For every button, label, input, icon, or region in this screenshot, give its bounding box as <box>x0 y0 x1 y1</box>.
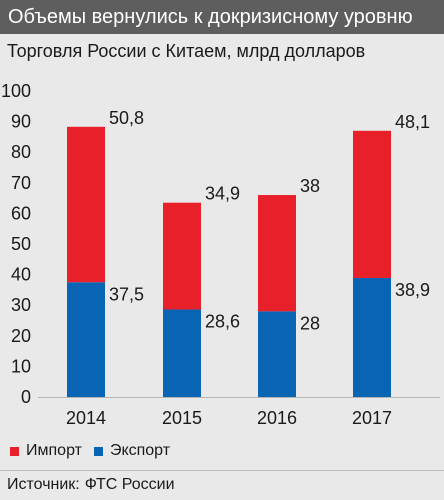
legend-item-import: Импорт <box>10 442 82 460</box>
data-label-export: 28,6 <box>205 311 240 331</box>
y-tick-label: 60 <box>11 203 31 223</box>
chart-title: Объемы вернулись к докризисному уровню <box>0 0 444 34</box>
bar-segment-export <box>258 311 296 397</box>
source-label: Источник: <box>7 476 80 493</box>
y-tick-label: 80 <box>11 142 31 162</box>
bar-segment-export <box>353 277 391 397</box>
legend-swatch-import <box>10 446 19 456</box>
source-note: Источник: ФТС России <box>7 476 175 494</box>
y-tick-label: 50 <box>11 234 31 254</box>
data-label-export: 37,5 <box>109 284 144 304</box>
chart-subtitle: Торговля России с Китаем, млрд долларов <box>7 41 366 61</box>
bar-segment-import <box>353 130 391 278</box>
bar-segment-import <box>163 202 201 310</box>
y-tick-label: 90 <box>11 112 31 132</box>
bar-segment-import <box>67 126 105 283</box>
legend-swatch-export <box>93 446 103 456</box>
footer-divider <box>0 470 444 471</box>
y-tick-label: 0 <box>21 387 31 407</box>
y-tick-label: 40 <box>11 265 31 285</box>
data-label-export: 28 <box>300 313 320 333</box>
data-label-import: 34,9 <box>205 184 240 204</box>
x-tick-label: 2014 <box>66 408 106 428</box>
x-tick-label: 2016 <box>257 408 297 428</box>
y-axis: 0 10 20 30 40 50 60 70 80 90 100 <box>1 81 31 407</box>
bar-segment-export <box>67 282 105 397</box>
legend: Импорт Экспорт <box>10 442 182 460</box>
x-tick-label: 2015 <box>162 408 202 428</box>
legend-label-export: Экспорт <box>109 442 171 459</box>
bars: 37,5 50,8 28,6 34,9 28 38 38,9 48,1 <box>67 108 430 397</box>
data-label-import: 50,8 <box>109 108 144 128</box>
bar-segment-export <box>163 309 201 397</box>
x-tick-label: 2017 <box>352 408 392 428</box>
y-tick-label: 20 <box>11 326 31 346</box>
y-tick-label: 100 <box>1 81 31 101</box>
data-label-import: 48,1 <box>395 112 430 132</box>
data-label-export: 38,9 <box>395 280 430 300</box>
bar-chart: 0 10 20 30 40 50 60 70 80 90 100 37,5 50,8 28,6 34,9 2… <box>1 81 440 428</box>
y-tick-label: 70 <box>11 173 31 193</box>
y-tick-label: 10 <box>11 356 31 376</box>
x-axis: 2014 2015 2016 2017 <box>38 397 440 428</box>
bar-segment-import <box>258 195 296 312</box>
legend-item-export: Экспорт <box>93 442 171 460</box>
data-label-import: 38 <box>300 176 320 196</box>
source-value: ФТС России <box>84 476 175 493</box>
legend-label-import: Импорт <box>26 442 82 459</box>
y-tick-label: 30 <box>11 295 31 315</box>
